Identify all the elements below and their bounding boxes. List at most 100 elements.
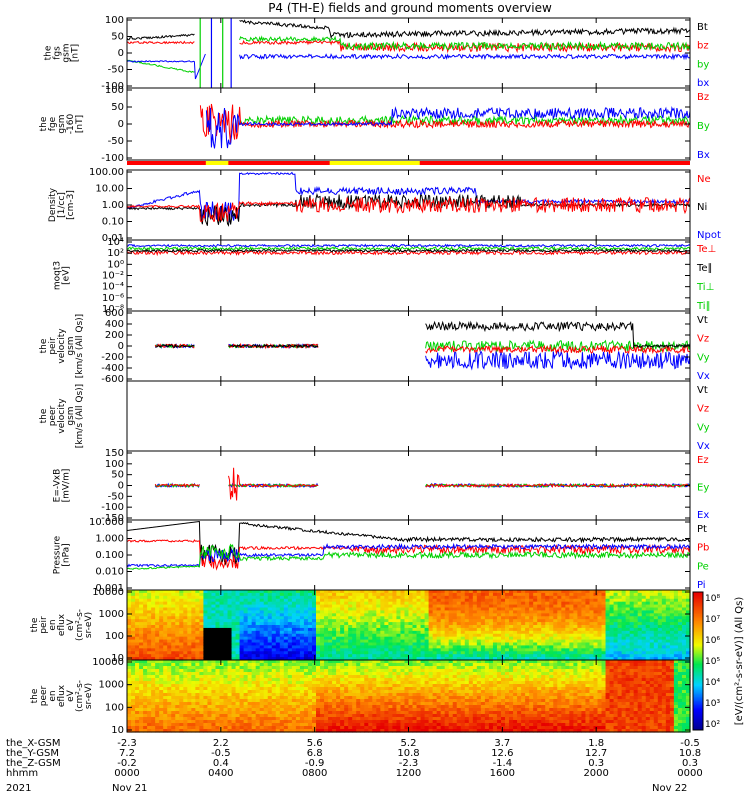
- colorbar-tick-2: 10⁶: [705, 636, 720, 646]
- ytick-label-7-0: 10.000: [89, 517, 124, 528]
- legend-7-pt: Pt: [697, 524, 707, 535]
- xaxis-value-3-4: 1600: [490, 768, 515, 779]
- ytick-label-2-4: 0.01: [102, 233, 124, 244]
- year-label: 2021: [6, 783, 32, 794]
- legend-3-ti∥: Ti∥: [696, 301, 711, 312]
- legend-0-by: by: [697, 59, 709, 70]
- legend-2-ni: Ni: [697, 202, 707, 213]
- ylabel-4-2: velocity: [57, 328, 67, 364]
- ytick-label-1-0: 100: [105, 85, 124, 96]
- bz-line: [126, 39, 691, 54]
- bx-line: [126, 52, 691, 80]
- ylabel-1-0: the: [39, 116, 49, 131]
- legend-4-vt: Vt: [697, 315, 708, 326]
- ylabel-8-5: (cm²-s-: [75, 609, 85, 641]
- ytick-label-9-3: 10: [111, 725, 124, 736]
- status-bar-yellow-b: [329, 161, 420, 165]
- ylabel-4-0: the: [39, 338, 49, 353]
- xaxis-value-0-2: 5.6: [307, 738, 323, 749]
- ytick-label-6-4: -50: [108, 491, 124, 502]
- ytick-label-3-2: 10⁰: [107, 259, 124, 270]
- ylabel-8-0: the: [30, 617, 40, 632]
- ylabel-8-1: peir: [39, 616, 49, 634]
- ytick-label-3-6: 10⁻⁸: [102, 304, 124, 315]
- legend-4-vy: Vy: [697, 352, 710, 363]
- ylabel-0-1: fgs: [53, 46, 63, 60]
- te-line: [126, 249, 691, 257]
- ytick-label-3-5: 10⁻⁶: [102, 293, 124, 304]
- ylabel-5-4: [km/s (All Qs)]: [75, 384, 85, 448]
- legend-5-vz: Vz: [697, 404, 709, 415]
- ytick-label-4-3: 0: [118, 341, 124, 352]
- ytick-label-1-4: -100: [101, 153, 124, 164]
- panel-frame-4: [126, 310, 691, 382]
- ylabel-1-2: gsm: [57, 114, 67, 133]
- xaxis-value-3-6: 0000: [677, 768, 702, 779]
- ytick-label-9-2: 100: [105, 702, 124, 713]
- xaxis-value-3-0: 0000: [114, 768, 139, 779]
- ytick-label-4-0: 600: [105, 308, 124, 319]
- legend-6-ez: Ez: [697, 455, 709, 466]
- ylabel-2-2: [cm-3]: [66, 190, 76, 220]
- fge-bz-line: [199, 103, 691, 144]
- ytick-label-7-3: 0.010: [95, 567, 124, 578]
- ylabel-5-0: the: [39, 408, 49, 423]
- ylabel-1-1: fge: [48, 116, 58, 131]
- xaxis-row-label-1: the_Y-GSM: [6, 748, 59, 759]
- ytick-label-4-2: 200: [105, 330, 124, 341]
- xaxis-value-0-4: 3.7: [494, 738, 510, 749]
- ytick-label-7-2: 0.100: [95, 550, 124, 561]
- colorbar-tick-3: 10⁵: [705, 657, 720, 667]
- ytick-label-0-2: 0: [118, 48, 124, 59]
- ylabel-9-5: (cm²-s-: [75, 680, 85, 712]
- ylabel-7-0: Pressure: [53, 535, 63, 574]
- xaxis-value-0-6: -0.5: [680, 738, 700, 749]
- ylabel-8-4: eV: [66, 618, 76, 631]
- ytick-label-4-1: 400: [105, 319, 124, 330]
- colorbar-tick-0: 10⁸: [705, 594, 720, 604]
- ylabel-3-1: [eV]: [62, 266, 72, 285]
- legend-3-te∥: Te∥: [696, 263, 713, 274]
- ytick-label-1-2: 0: [118, 119, 124, 130]
- status-bar-yellow-a: [205, 161, 229, 165]
- ylabel-0-3: [nT]: [71, 44, 81, 62]
- panel-frame-5: [126, 380, 691, 452]
- xaxis-value-1-6: 10.8: [679, 748, 701, 759]
- start-date-label: Nov 21: [112, 783, 148, 794]
- fge-by-line: [240, 114, 691, 127]
- ylabel-9-4: eV: [66, 689, 76, 702]
- legend-6-ex: Ex: [697, 510, 709, 521]
- ylabel-1-4: [nT]: [75, 115, 85, 133]
- legend-7-pe: Pe: [697, 561, 709, 572]
- ylabel-5-3: gsm: [66, 406, 76, 425]
- by-line: [126, 35, 691, 73]
- legend-7-pi: Pi: [697, 580, 706, 591]
- legend-1-bx: Bx: [697, 150, 710, 161]
- ylabel-0-0: the: [44, 45, 54, 60]
- ylabel-8-2: en: [48, 619, 58, 630]
- ylabel-9-1: peer: [39, 685, 49, 706]
- pb-line: [126, 539, 691, 571]
- xaxis-value-3-3: 1200: [396, 768, 421, 779]
- xaxis-row-label-0: the_X-GSM: [6, 738, 60, 749]
- ylabel-5-1: peer: [48, 405, 58, 426]
- ytick-label-8-2: 100: [105, 631, 124, 642]
- ti-line: [126, 243, 691, 248]
- xaxis-value-0-1: 2.2: [213, 738, 229, 749]
- ytick-label-2-0: 100.00: [89, 167, 124, 178]
- tell-line: [126, 248, 691, 253]
- xaxis-value-2-0: -0.2: [117, 758, 137, 769]
- legend-3-ti⊥: Ti⊥: [696, 282, 714, 293]
- xaxis-value-2-5: 0.3: [588, 758, 604, 769]
- ion-spectrogram: [127, 590, 691, 661]
- ylabel-4-1: peir: [48, 337, 58, 355]
- ytick-label-0-0: 100: [105, 15, 124, 26]
- xaxis-value-0-0: -2.3: [117, 738, 137, 749]
- ytick-label-3-0: 10⁴: [107, 237, 124, 248]
- xaxis-value-3-2: 0800: [302, 768, 327, 779]
- vt-line: [155, 320, 691, 349]
- legend-4-vx: Vx: [697, 371, 710, 382]
- end-date-label: Nov 22: [652, 783, 688, 794]
